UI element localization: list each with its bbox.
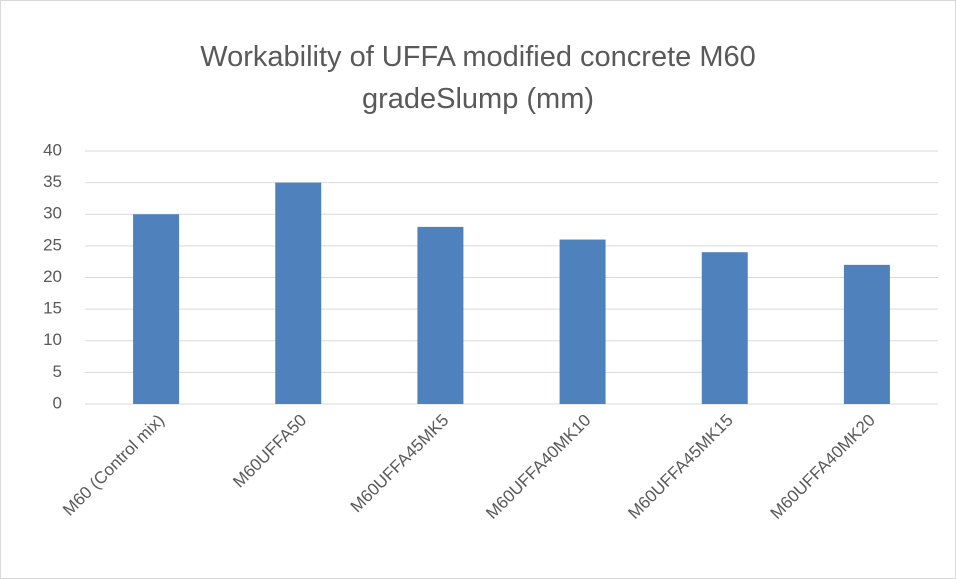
y-tick-label: 5 bbox=[53, 362, 62, 381]
y-tick-label: 0 bbox=[53, 393, 62, 412]
y-tick-label: 15 bbox=[43, 299, 62, 318]
y-tick-label: 40 bbox=[43, 140, 62, 159]
bar bbox=[275, 182, 322, 404]
bar bbox=[417, 226, 464, 404]
bar bbox=[701, 252, 748, 404]
bar bbox=[559, 239, 606, 404]
y-tick-label: 25 bbox=[43, 235, 62, 254]
y-tick-label: 30 bbox=[43, 204, 62, 223]
bar bbox=[133, 214, 180, 404]
chart-title: Workability of UFFA modified concrete M6… bbox=[200, 41, 756, 115]
bar bbox=[843, 264, 890, 404]
y-tick-label: 10 bbox=[43, 330, 62, 349]
y-tick-label: 20 bbox=[43, 267, 62, 286]
y-tick-label: 35 bbox=[43, 172, 62, 191]
